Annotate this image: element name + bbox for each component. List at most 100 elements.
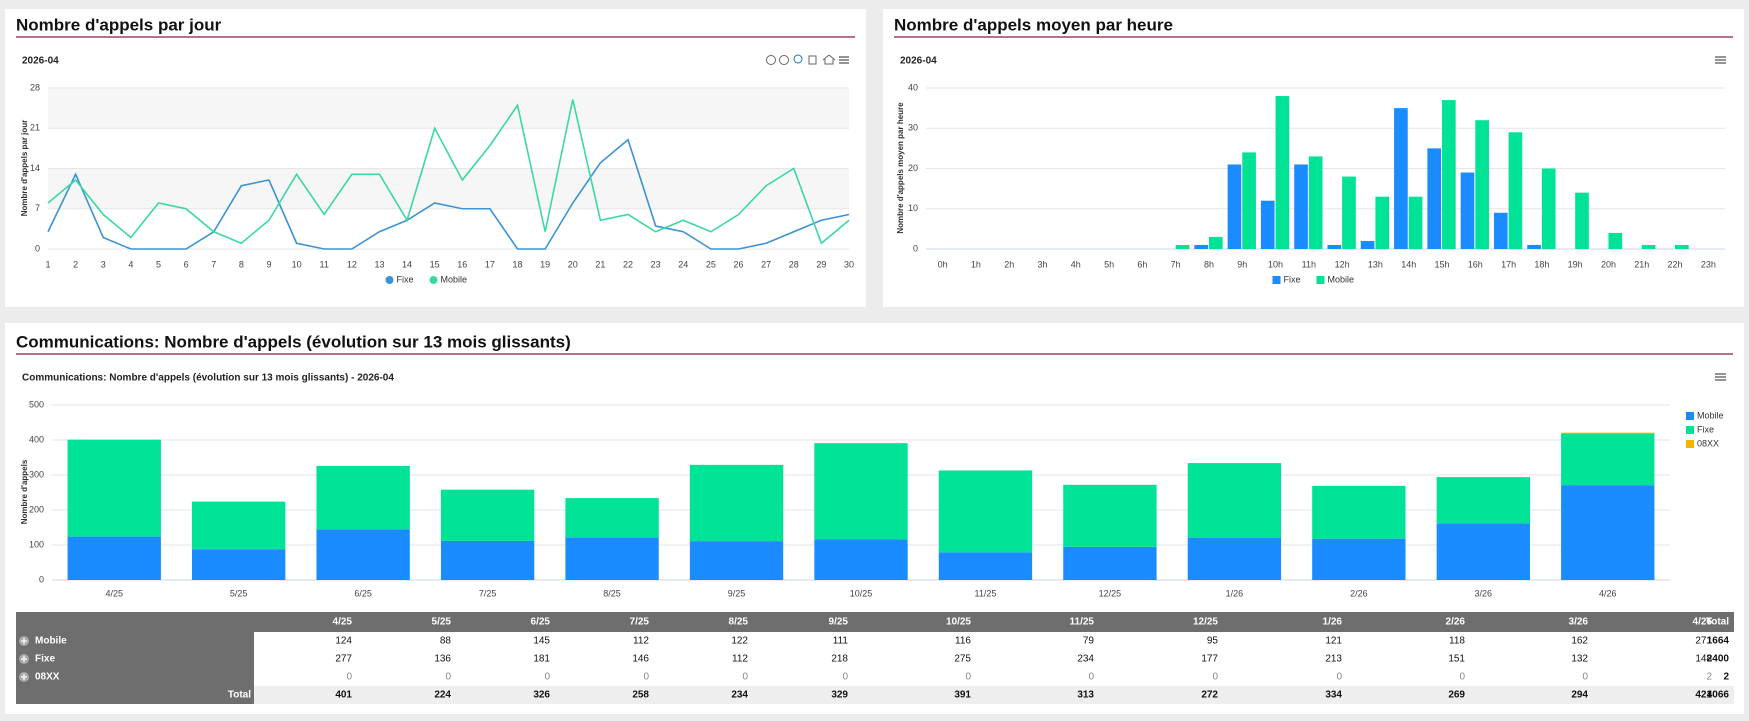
table-cell: 181: [533, 654, 550, 665]
bar-segment: [1436, 523, 1530, 580]
table-cell: 0: [445, 672, 451, 683]
x-tick-label: 8: [239, 259, 244, 269]
column-total: 334: [1325, 690, 1342, 701]
legend-marker: [385, 276, 394, 284]
y-tick-label: 10: [908, 203, 918, 213]
bar: [1260, 200, 1275, 249]
home-button[interactable]: [822, 54, 836, 65]
table-cell: 0: [1212, 672, 1218, 683]
bar-segment: [192, 501, 286, 550]
row-total: 2: [1723, 672, 1729, 683]
panel: [5, 9, 866, 307]
bar-segment: [689, 464, 784, 542]
column-total: 391: [954, 690, 971, 701]
x-tick-label: 10h: [1268, 259, 1283, 269]
bar: [1575, 192, 1589, 249]
x-tick-label: 19h: [1568, 259, 1583, 269]
bar-segment: [1436, 477, 1530, 524]
x-tick-label: 13h: [1368, 259, 1383, 269]
bar: [1442, 100, 1456, 249]
bar-segment: [67, 536, 161, 580]
legend-label: Fixe: [1697, 424, 1714, 434]
x-tick-label: 1h: [971, 259, 981, 269]
zoom-button[interactable]: [793, 54, 803, 64]
y-tick-label: 7: [35, 203, 40, 213]
x-tick-label: 22: [623, 259, 633, 269]
legend-label: Mobile: [441, 274, 468, 284]
expand-icon: [21, 656, 27, 662]
x-tick-label: 14: [402, 259, 412, 269]
x-tick-label: 30: [844, 259, 854, 269]
table-cell: 79: [1083, 636, 1095, 647]
column-header: 5/25: [432, 617, 452, 628]
table-cell: 116: [955, 636, 971, 647]
bar-segment: [1187, 537, 1282, 580]
toolbar[interactable]: [766, 54, 836, 65]
pan-button[interactable]: [808, 55, 817, 65]
legend-marker: [1316, 276, 1325, 284]
x-tick-label: 1/26: [1226, 588, 1244, 598]
column-total: 329: [831, 690, 848, 701]
bar-segment: [1312, 485, 1406, 539]
x-tick-label: 9h: [1237, 259, 1247, 269]
y-tick-label: 300: [29, 469, 44, 479]
x-tick-label: 12: [347, 259, 357, 269]
legend-marker: [1686, 426, 1694, 434]
bar-segment: [689, 541, 784, 580]
x-tick-label: 3: [101, 259, 106, 269]
y-tick-label: 21: [30, 123, 40, 133]
x-tick-label: 23h: [1701, 259, 1716, 269]
bar-segment: [938, 552, 1033, 580]
y-tick-label: 500: [29, 399, 44, 409]
table-cell: 132: [1571, 654, 1588, 665]
column-header: 8/25: [729, 617, 749, 628]
table-cell: 0: [1336, 672, 1342, 683]
menu-button[interactable]: [839, 56, 849, 64]
column-total: 326: [533, 690, 550, 701]
zoom-in-button[interactable]: [766, 55, 776, 65]
table-cell: 0: [346, 672, 352, 683]
column-total: 421: [1695, 690, 1712, 701]
x-tick-label: 15: [430, 259, 440, 269]
x-tick-label: 6h: [1137, 259, 1147, 269]
x-tick-label: 3/26: [1475, 588, 1493, 598]
table-cell: 118: [1449, 636, 1465, 647]
column-total: 294: [1571, 690, 1588, 701]
column-total: 272: [1201, 690, 1218, 701]
bar: [1342, 176, 1356, 249]
bar-segment: [67, 439, 161, 537]
x-tick-label: 7h: [1171, 259, 1181, 269]
x-tick-label: 11h: [1302, 259, 1316, 269]
bar: [1475, 120, 1489, 249]
x-tick-label: 16h: [1468, 259, 1483, 269]
bar-segment: [440, 489, 535, 541]
y-axis-label: Nombre d'appels par jour: [20, 120, 29, 217]
column-header: 10/25: [946, 617, 971, 628]
menu-button[interactable]: [1715, 373, 1726, 381]
x-tick-label: 14h: [1401, 259, 1416, 269]
y-tick-label: 30: [908, 123, 918, 133]
x-tick-label: 7/25: [479, 588, 497, 598]
x-tick-label: 9/25: [728, 588, 746, 598]
x-tick-label: 20h: [1601, 259, 1616, 269]
x-tick-label: 11: [320, 259, 329, 269]
bar-segment: [1561, 433, 1655, 486]
x-tick-label: 4/26: [1599, 588, 1617, 598]
table-row-headers: [16, 632, 254, 704]
x-tick-label: 18h: [1534, 259, 1549, 269]
bar: [1675, 244, 1689, 249]
x-tick-label: 10: [292, 259, 302, 269]
table-cell: 218: [831, 654, 848, 665]
menu-button[interactable]: [1715, 56, 1726, 64]
bar-segment: [1561, 432, 1655, 434]
bar-segment: [316, 465, 410, 530]
table-cell: 112: [633, 636, 649, 647]
legend-marker: [1686, 412, 1694, 420]
bar: [1294, 164, 1308, 249]
table-cell: 145: [533, 636, 550, 647]
bar: [1427, 148, 1442, 249]
table-cell: 124: [335, 636, 352, 647]
x-tick-label: 8h: [1204, 259, 1214, 269]
table-cell: 0: [742, 672, 748, 683]
zoom-out-button[interactable]: [779, 55, 789, 65]
